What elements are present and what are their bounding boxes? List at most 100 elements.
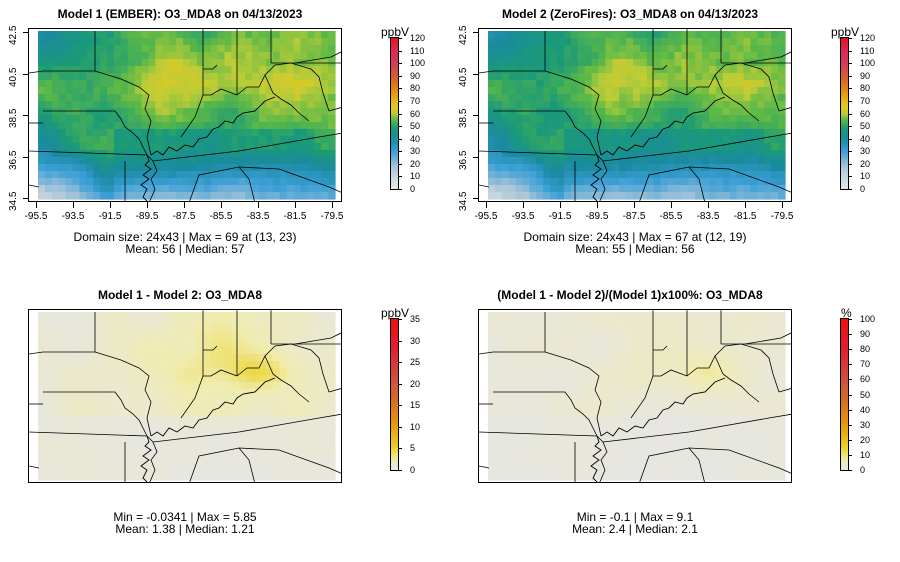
heatmap-cell	[702, 171, 710, 179]
heatmap-cell	[314, 38, 322, 46]
heatmap-cell	[300, 31, 308, 39]
heatmap-cell	[189, 459, 198, 467]
heatmap-cell	[307, 108, 315, 116]
heatmap-cell	[307, 326, 315, 334]
heatmap-cell	[169, 73, 177, 81]
heatmap-cell	[155, 431, 163, 439]
heatmap-cell	[134, 129, 143, 137]
colorbar-tick-label: 40	[410, 133, 421, 144]
heatmap-cell	[529, 389, 537, 397]
heatmap-cell	[238, 66, 246, 74]
heatmap-cell	[550, 66, 558, 74]
heatmap-cell	[619, 347, 627, 355]
heatmap-cell	[93, 129, 101, 137]
heatmap-cell	[778, 87, 786, 95]
heatmap-cell	[529, 31, 537, 39]
heatmap-cell	[321, 410, 329, 418]
heatmap-cell	[196, 326, 205, 334]
heatmap-cell	[203, 94, 212, 102]
heatmap-cell	[224, 66, 232, 74]
heatmap-cell	[494, 171, 503, 179]
heatmap-cell	[660, 192, 669, 200]
heatmap-cell	[231, 38, 239, 46]
state-boundary	[149, 441, 158, 482]
heatmap-cell	[522, 136, 531, 144]
heatmap-cell	[674, 38, 682, 46]
heatmap-cell	[612, 396, 620, 404]
heatmap-cell	[715, 136, 724, 144]
heatmap-cell	[750, 403, 758, 411]
heatmap-cell	[736, 157, 745, 165]
heatmap-cell	[522, 354, 531, 362]
heatmap-cell	[563, 466, 572, 474]
heatmap-cell	[743, 115, 752, 123]
heatmap-cell	[279, 333, 288, 341]
heatmap-cell	[522, 410, 531, 418]
heatmap-cell	[224, 164, 232, 172]
colorbar	[840, 318, 849, 471]
heatmap-cell	[536, 445, 544, 453]
heatmap-cell	[162, 375, 170, 383]
heatmap-cell	[729, 347, 738, 355]
heatmap-cell	[633, 382, 641, 390]
heatmap-cell	[709, 52, 717, 60]
heatmap-cell	[238, 340, 246, 348]
heatmap-cell	[183, 312, 191, 320]
heatmap-cell	[577, 396, 586, 404]
mean-text: Mean: 2.4 | Median: 2.1	[572, 522, 698, 536]
heatmap-cell	[259, 333, 267, 341]
heatmap-cell	[231, 382, 239, 390]
heatmap-cell	[736, 192, 745, 200]
heatmap-cell	[86, 185, 94, 193]
heatmap-cell	[557, 319, 565, 327]
heatmap-cell	[93, 375, 101, 383]
heatmap-cell	[715, 115, 724, 123]
heatmap-cell	[626, 157, 634, 165]
colorbar-tick-mark	[399, 113, 402, 115]
heatmap-cell	[44, 445, 53, 453]
heatmap-cell	[58, 38, 67, 46]
state-boundary	[29, 465, 40, 469]
heatmap-cell	[522, 326, 531, 334]
heatmap-cell	[286, 31, 295, 39]
heatmap-cell	[210, 87, 219, 95]
x-tick-mark	[523, 202, 524, 208]
heatmap-cell	[543, 101, 551, 109]
heatmap-cell	[51, 410, 60, 418]
heatmap-cell	[134, 73, 143, 81]
heatmap-cell	[300, 319, 308, 327]
heatmap-cell	[79, 438, 87, 446]
heatmap-cell	[646, 438, 655, 446]
heatmap-cell	[771, 129, 779, 137]
heatmap-cell	[210, 368, 219, 376]
heatmap-cell	[667, 312, 676, 320]
x-tick-mark	[147, 202, 148, 208]
heatmap-cell	[231, 473, 239, 481]
heatmap-cell	[328, 459, 336, 467]
heatmap-cell	[86, 340, 94, 348]
heatmap-cell	[65, 431, 74, 439]
heatmap-cell	[307, 396, 315, 404]
heatmap-cell	[38, 333, 46, 341]
heatmap-cell	[653, 59, 662, 67]
heatmap-cell	[722, 417, 731, 425]
heatmap-cell	[688, 459, 696, 467]
heatmap-cell	[314, 438, 322, 446]
state-boundary	[653, 88, 688, 96]
heatmap-cell	[501, 101, 510, 109]
heatmap-cell	[272, 129, 281, 137]
heatmap-cell	[715, 157, 724, 165]
heatmap-cell	[695, 136, 703, 144]
heatmap-cell	[183, 87, 191, 95]
heatmap-cell	[252, 59, 260, 67]
heatmap-cell	[702, 319, 710, 327]
heatmap-cell	[501, 115, 510, 123]
heatmap-cell	[674, 396, 682, 404]
heatmap-cell	[501, 424, 510, 432]
heatmap-cell	[570, 396, 579, 404]
heatmap-cell	[44, 361, 53, 369]
y-tick-label: 42.5	[8, 25, 19, 45]
heatmap-cell	[107, 417, 115, 425]
heatmap-cell	[93, 361, 101, 369]
heatmap-cell	[217, 80, 226, 88]
